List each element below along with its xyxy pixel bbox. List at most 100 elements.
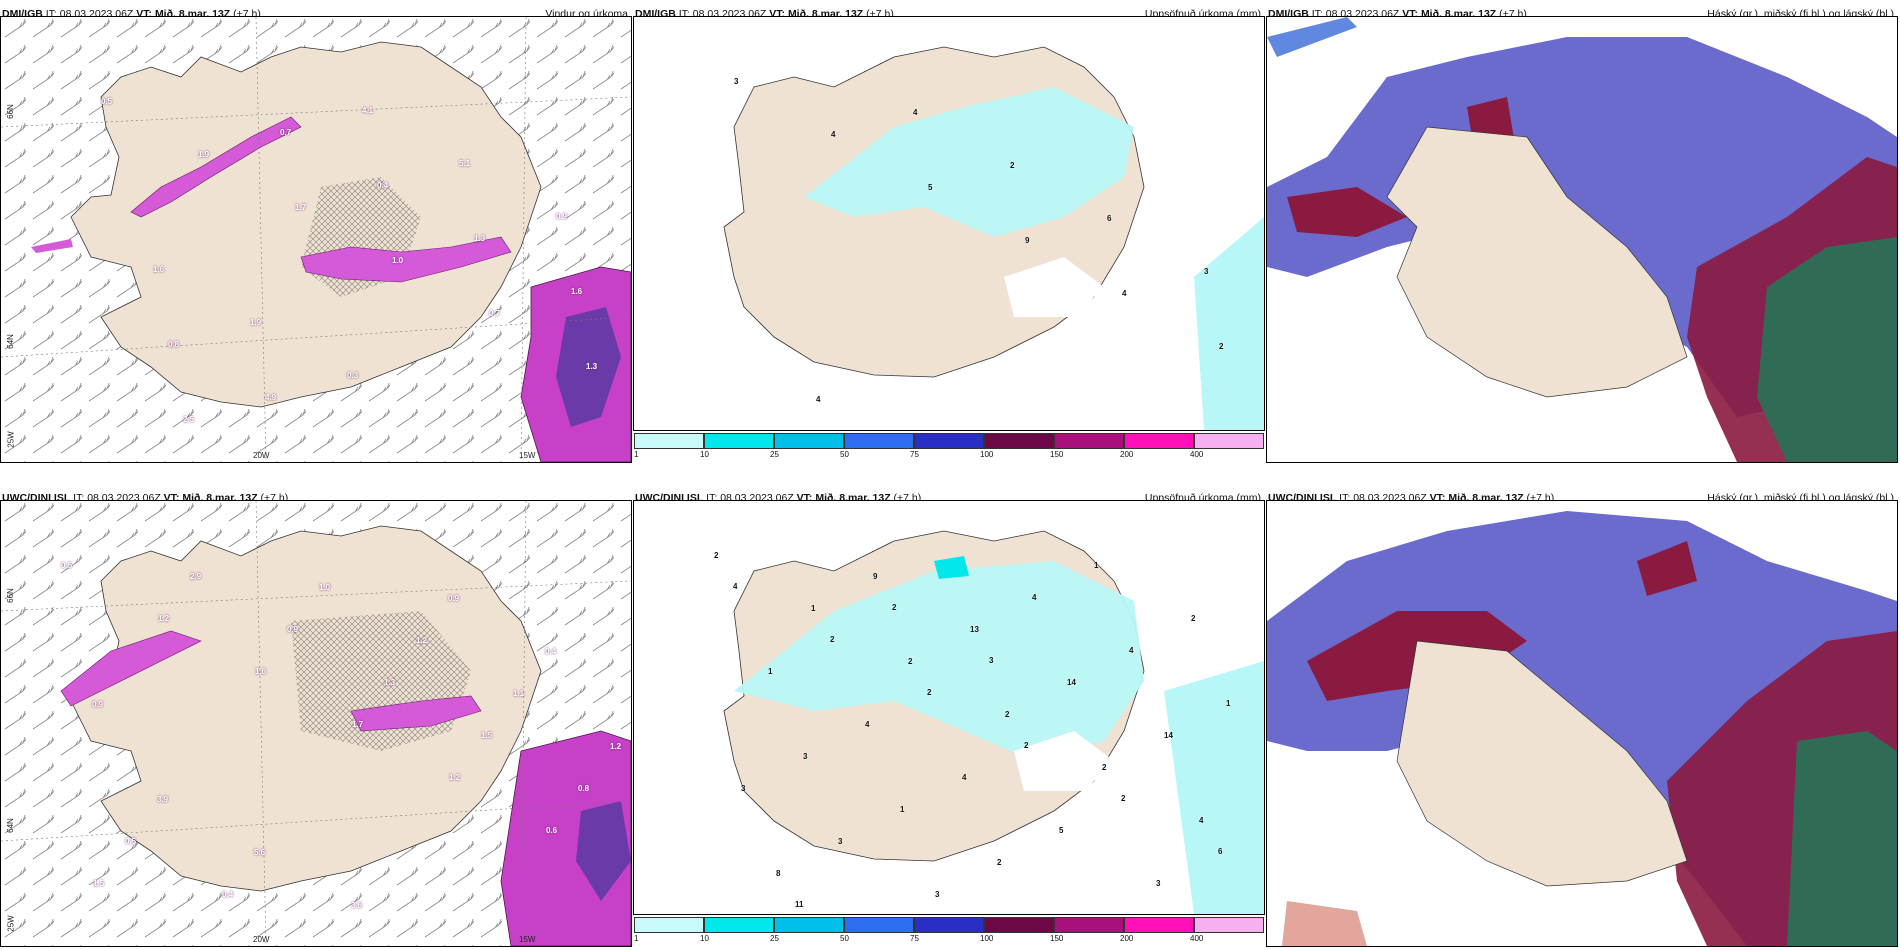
lon-label-15w: 15W xyxy=(519,935,536,944)
lat-label-66: 66N xyxy=(5,104,15,119)
map-value-label: 1.2 xyxy=(416,636,428,645)
map-value-label: 0.4 xyxy=(222,890,234,899)
map-value-label: 1.1 xyxy=(513,689,525,698)
map-value-label: 2 xyxy=(1005,710,1010,719)
colorbar-tick-label: 200 xyxy=(1120,450,1134,459)
colorbar-swatch xyxy=(914,917,984,933)
it-label: IT: xyxy=(1339,492,1351,504)
map-value-label: 1.0 xyxy=(319,583,331,592)
colorbar-swatch xyxy=(774,433,844,449)
map-value-label: 2 xyxy=(1121,794,1126,803)
map-value-label: 1 xyxy=(1094,561,1099,570)
colorbar-swatch xyxy=(844,917,914,933)
map-value-label: 11 xyxy=(795,900,804,909)
map-value-label: 9 xyxy=(873,572,878,581)
it-label: IT: xyxy=(45,8,57,20)
map-value-label: 3.6 xyxy=(351,901,363,910)
map-value-label: 8 xyxy=(776,869,781,878)
map-value-label: 4 xyxy=(1122,289,1127,298)
colorbar-tick-label: 100 xyxy=(980,450,994,459)
colorbar-tick-label: 25 xyxy=(770,934,779,943)
map-value-label: 0.9 xyxy=(92,700,104,709)
map-value-label: 3 xyxy=(838,837,843,846)
map-value-label: 4 xyxy=(816,395,821,404)
map-value-label: 0.5 xyxy=(101,97,113,106)
colorbar-tick-label: 50 xyxy=(840,934,849,943)
map-value-label: 1.6 xyxy=(153,265,165,274)
map-value-label: 5 xyxy=(1059,826,1064,835)
map-value-label: 4 xyxy=(1199,816,1204,825)
map-value-label: 4 xyxy=(865,720,870,729)
map-value-label: 2 xyxy=(1191,614,1196,623)
map-value-label: 0.9 xyxy=(448,594,460,603)
map-value-label: 1.9 xyxy=(250,318,262,327)
map-value-label: 2 xyxy=(1010,161,1015,170)
map-value-label: 2 xyxy=(1024,741,1029,750)
map-value-label: 1.3 xyxy=(384,678,396,687)
colorbar-swatch xyxy=(844,433,914,449)
map-value-label: 5.1 xyxy=(459,159,471,168)
precip-colorbar: 1 10 25 50 75 100 150 200 400 xyxy=(634,433,1264,461)
map-value-label: 3 xyxy=(803,752,808,761)
map-value-label: 3 xyxy=(1204,267,1209,276)
colorbar-tick-label: 100 xyxy=(980,934,994,943)
map-value-label: 1 xyxy=(900,805,905,814)
colorbar-swatch xyxy=(1124,917,1194,933)
precip-map-svg xyxy=(634,501,1264,914)
map-value-label: 3.9 xyxy=(157,795,169,804)
colorbar-swatch xyxy=(704,433,774,449)
colorbar-swatch xyxy=(634,433,704,449)
panel-top-cloud: DMI/IGB IT: 08.03.2023 06Z VT: Mið. 8.ma… xyxy=(1266,0,1898,463)
colorbar-swatch xyxy=(634,917,704,933)
colorbar-tick-label: 400 xyxy=(1190,934,1204,943)
map-value-label: 2 xyxy=(830,635,835,644)
colorbar-swatch xyxy=(1054,433,1124,449)
map-value-label: 1.2 xyxy=(610,742,622,751)
map-value-label: 4 xyxy=(733,582,738,591)
lon-label-15w: 15W xyxy=(519,451,536,460)
map-value-label: 1.7 xyxy=(352,720,364,729)
colorbar-tick-label: 150 xyxy=(1050,934,1064,943)
map-value-label: 2 xyxy=(1219,342,1224,351)
it-label: IT: xyxy=(1311,8,1323,20)
colorbar-swatch xyxy=(914,433,984,449)
colorbar-swatch xyxy=(704,917,774,933)
map-value-label: 1.0 xyxy=(392,256,404,265)
map-value-label: 3 xyxy=(989,656,994,665)
colorbar-tick-label: 10 xyxy=(700,450,709,459)
map-value-label: 4.1 xyxy=(362,106,374,115)
colorbar-tick-label: 10 xyxy=(700,934,709,943)
panel-bottom-cloud: UWC/DINI ISL IT: 08.03.2023 06Z VT: Mið.… xyxy=(1266,484,1898,947)
colorbar-tick-label: 75 xyxy=(910,450,919,459)
map-value-label: 6 xyxy=(1218,847,1223,856)
map-value-label: 2 xyxy=(927,688,932,697)
map-value-label: 3 xyxy=(1156,879,1161,888)
map-value-label: 4 xyxy=(913,108,918,117)
map-value-label: 0.4 xyxy=(377,181,389,190)
iceland-land xyxy=(70,41,542,408)
cloud-map-svg xyxy=(1267,501,1897,946)
colorbar-swatch xyxy=(1054,917,1124,933)
colorbar-swatch xyxy=(984,917,1054,933)
lon-label-25w: 25W xyxy=(6,431,16,448)
map-value-label: 9 xyxy=(1025,236,1030,245)
colorbar-tick-label: 400 xyxy=(1190,450,1204,459)
map-value-label: 6 xyxy=(1107,214,1112,223)
map-value-label: 5 xyxy=(928,183,933,192)
map-value-label: 0.7 xyxy=(489,309,501,318)
cloud-map xyxy=(1266,500,1898,947)
wind-map-svg xyxy=(1,501,631,946)
map-value-label: 1 xyxy=(811,604,816,613)
colorbar-tick-label: 200 xyxy=(1120,934,1134,943)
map-value-label: 1 xyxy=(1226,699,1231,708)
map-value-label: 3 xyxy=(734,77,739,86)
map-value-label: 0.4 xyxy=(545,647,557,656)
precip-map-svg xyxy=(634,17,1264,430)
map-value-label: 0.9 xyxy=(556,212,568,221)
map-value-label: 0.8 xyxy=(168,340,180,349)
map-value-label: 2 xyxy=(997,858,1002,867)
colorbar-swatch xyxy=(1194,433,1264,449)
lon-label-25w: 25W xyxy=(6,915,16,932)
map-value-label: 1.6 xyxy=(255,667,267,676)
precip-map: 2 1 2 2 2 4 8 9 13 14 14 3 3 3 4 4 1 3 1 2 1 2 1 4 4 5 3 4 2 2 2 2 6 11 2 3 xyxy=(633,500,1265,915)
